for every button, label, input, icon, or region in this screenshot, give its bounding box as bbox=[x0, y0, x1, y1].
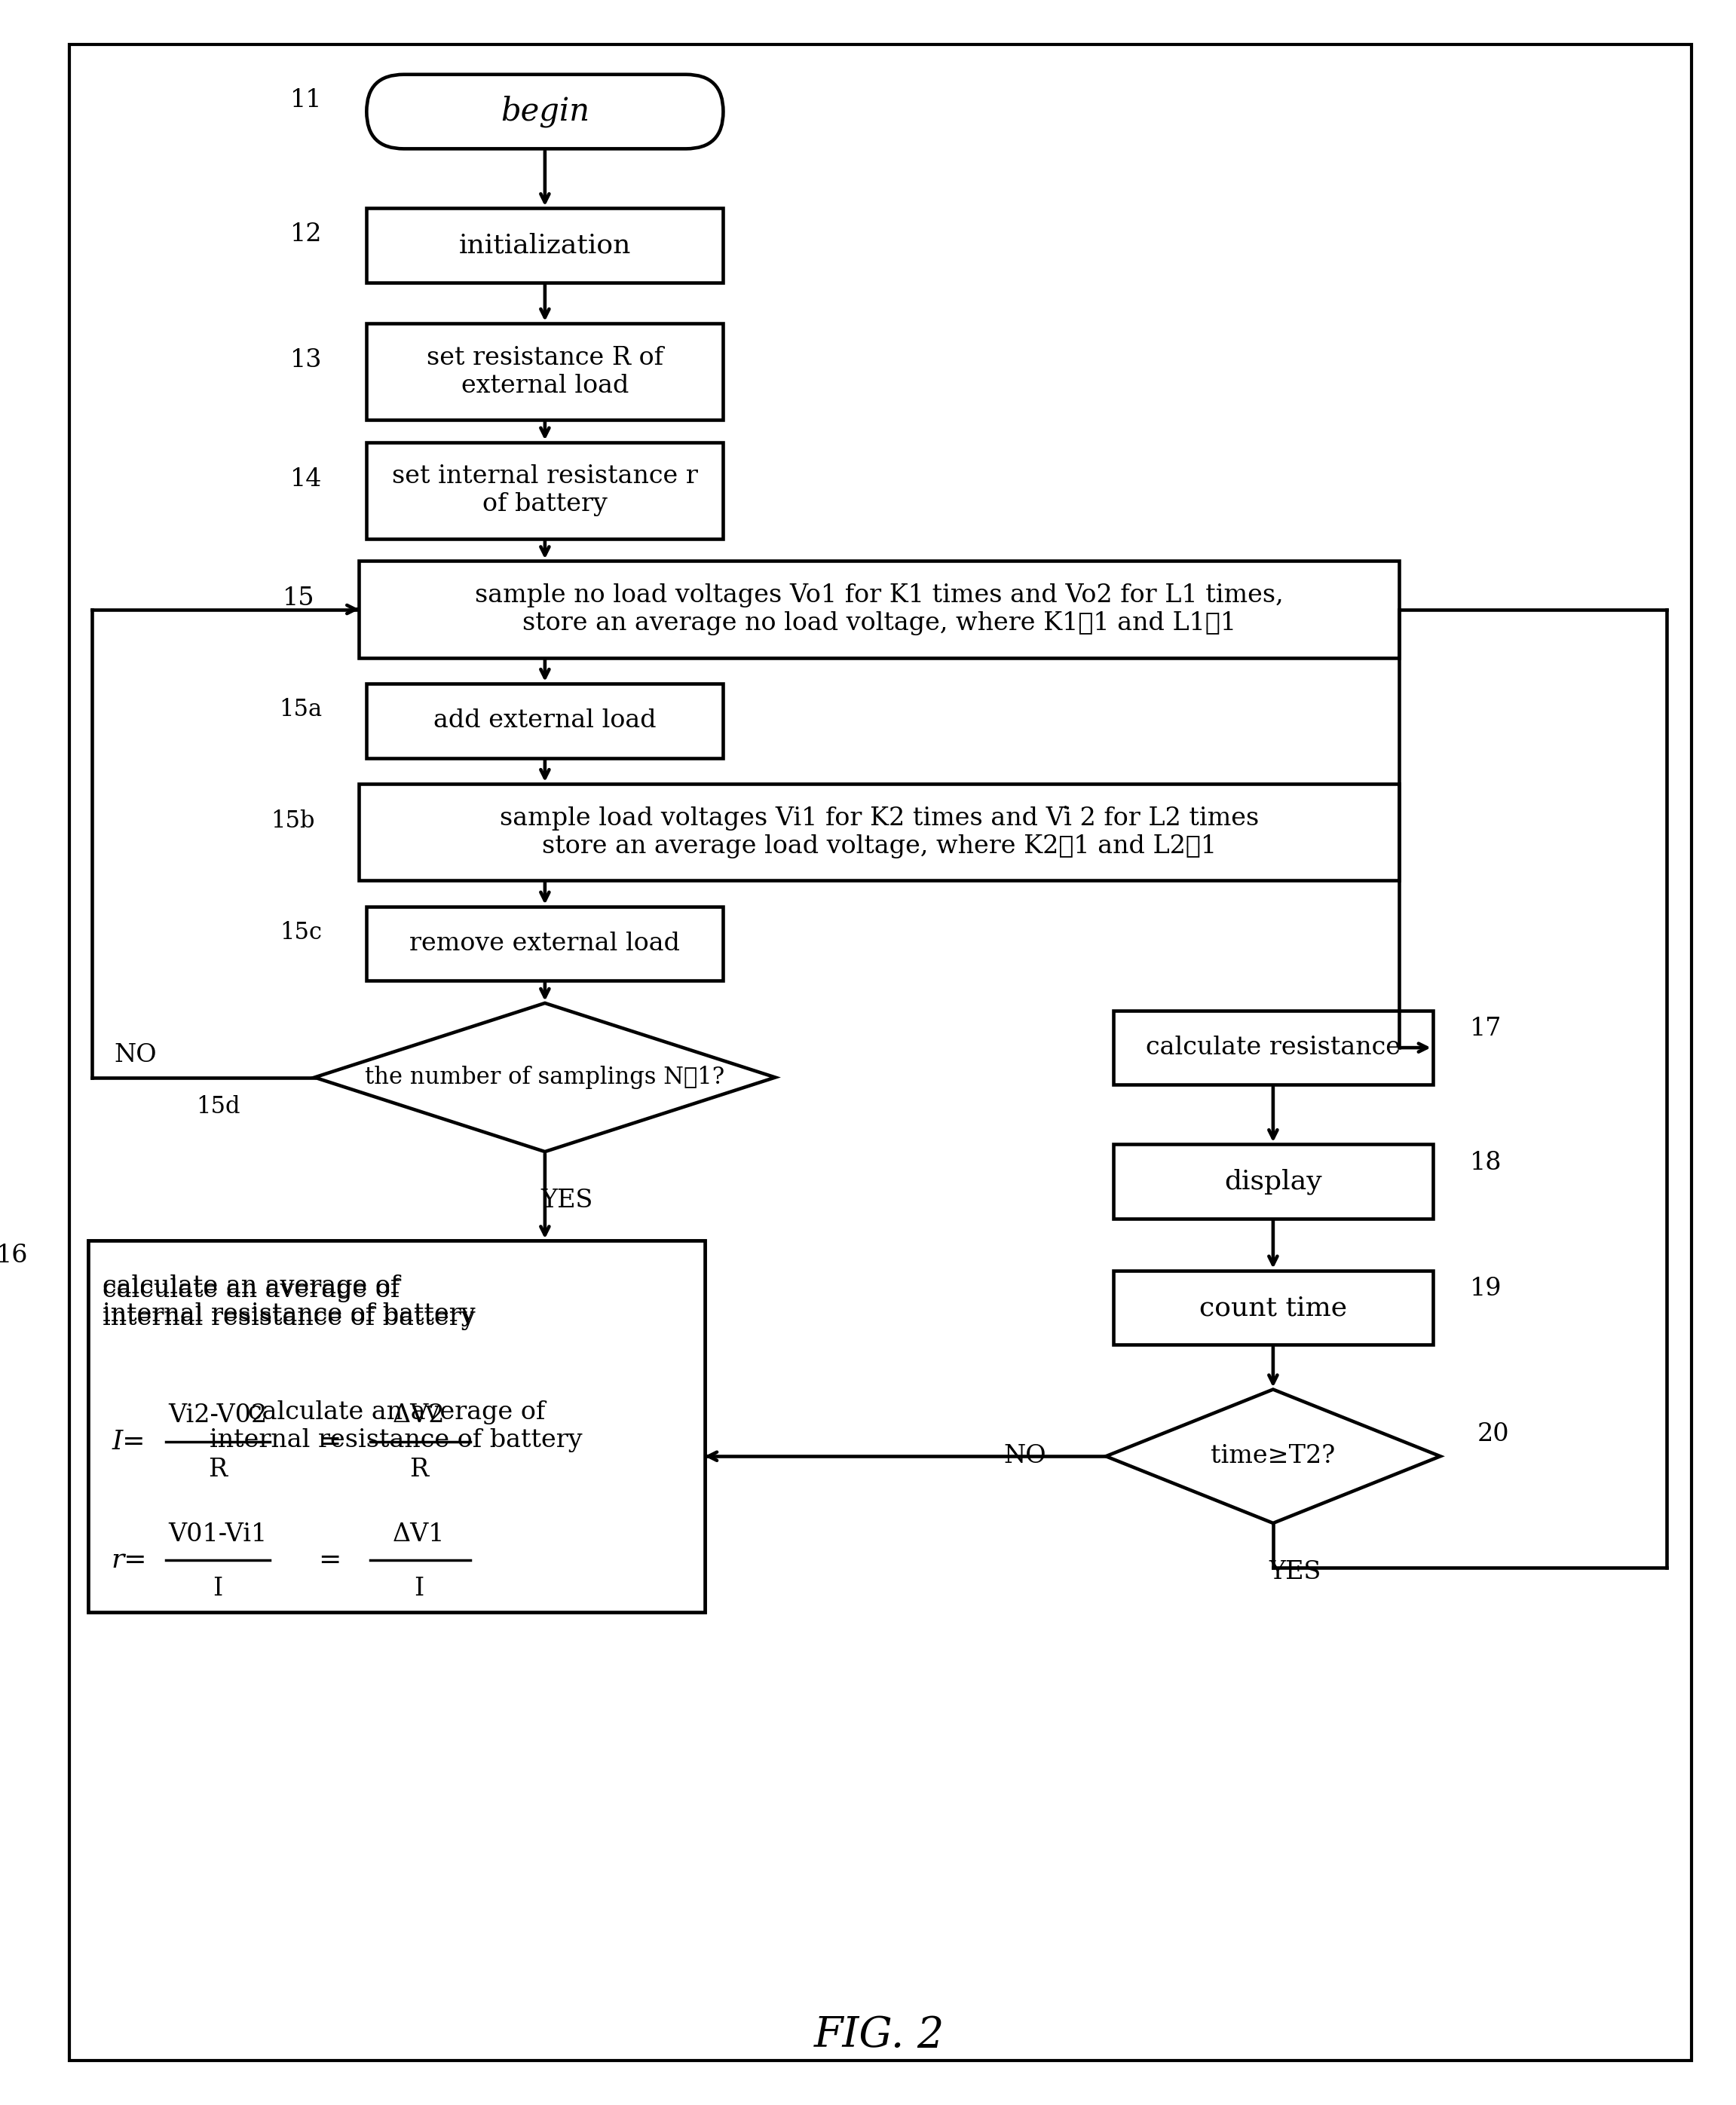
Text: R: R bbox=[208, 1457, 227, 1482]
Text: V01-Vi1: V01-Vi1 bbox=[168, 1522, 267, 1547]
Text: calculate an average of
internal resistance of battery: calculate an average of internal resista… bbox=[102, 1278, 476, 1330]
Text: sample load voltages Vi1 for K2 times and Vi̇ 2 for L2 times
store an average lo: sample load voltages Vi1 for K2 times an… bbox=[500, 806, 1259, 859]
Text: =: = bbox=[318, 1429, 340, 1455]
Text: the number of samplings N≧1?: the number of samplings N≧1? bbox=[365, 1065, 724, 1088]
Text: 14: 14 bbox=[290, 467, 321, 490]
Text: I: I bbox=[214, 1577, 222, 1600]
Text: 20: 20 bbox=[1477, 1421, 1510, 1446]
Text: 15d: 15d bbox=[196, 1095, 240, 1118]
Text: 16: 16 bbox=[0, 1244, 28, 1267]
Text: r=: r= bbox=[111, 1547, 148, 1572]
Text: YES: YES bbox=[1269, 1560, 1321, 1585]
Text: I=: I= bbox=[113, 1429, 146, 1455]
Bar bbox=[366, 684, 724, 758]
Bar bbox=[1113, 1271, 1432, 1345]
Text: calculate an average of
internal resistance of battery: calculate an average of internal resista… bbox=[210, 1400, 583, 1452]
Bar bbox=[366, 907, 724, 981]
Text: 19: 19 bbox=[1470, 1278, 1502, 1301]
Text: ΔV1: ΔV1 bbox=[392, 1522, 444, 1547]
Bar bbox=[89, 1240, 705, 1612]
Text: add external load: add external load bbox=[434, 709, 656, 733]
Bar bbox=[366, 442, 724, 539]
Polygon shape bbox=[1106, 1389, 1441, 1524]
Text: set resistance R of
external load: set resistance R of external load bbox=[427, 345, 663, 398]
Text: I: I bbox=[413, 1577, 424, 1600]
Text: YES: YES bbox=[542, 1189, 594, 1212]
Text: initialization: initialization bbox=[458, 232, 630, 259]
Text: Vi2-V02: Vi2-V02 bbox=[168, 1404, 267, 1427]
Text: FIG. 2: FIG. 2 bbox=[814, 2014, 944, 2057]
Polygon shape bbox=[314, 1004, 776, 1151]
Text: NO: NO bbox=[115, 1044, 156, 1067]
Text: sample no load voltages Vo1 for K1 times and Vo2 for L1 times,
store an average : sample no load voltages Vo1 for K1 times… bbox=[476, 583, 1283, 636]
Bar bbox=[366, 324, 724, 419]
Text: 15: 15 bbox=[283, 585, 314, 610]
Text: ΔV2: ΔV2 bbox=[392, 1404, 444, 1427]
Text: =: = bbox=[318, 1547, 340, 1572]
Bar bbox=[359, 783, 1399, 880]
Text: 11: 11 bbox=[290, 88, 321, 112]
Text: calculate an average of
internal resistance of battery: calculate an average of internal resista… bbox=[102, 1274, 476, 1326]
Text: set internal resistance r
of battery: set internal resistance r of battery bbox=[392, 465, 698, 516]
Text: count time: count time bbox=[1200, 1295, 1347, 1320]
Text: 12: 12 bbox=[290, 223, 321, 246]
Text: R: R bbox=[410, 1457, 429, 1482]
Text: display: display bbox=[1224, 1168, 1321, 1194]
Text: calculate resistance: calculate resistance bbox=[1146, 1036, 1401, 1059]
Text: 15b: 15b bbox=[271, 810, 314, 834]
Bar bbox=[89, 1240, 705, 1612]
Text: begin: begin bbox=[500, 95, 590, 128]
Text: 18: 18 bbox=[1470, 1151, 1502, 1175]
Text: 17: 17 bbox=[1470, 1017, 1502, 1042]
Bar bbox=[1113, 1010, 1432, 1084]
Text: remove external load: remove external load bbox=[410, 933, 681, 956]
Bar bbox=[359, 562, 1399, 657]
FancyBboxPatch shape bbox=[366, 74, 724, 149]
Bar bbox=[1113, 1145, 1432, 1219]
Text: NO: NO bbox=[1003, 1444, 1047, 1469]
Text: 13: 13 bbox=[290, 349, 321, 373]
Text: time≥T2?: time≥T2? bbox=[1210, 1444, 1335, 1469]
Text: 15a: 15a bbox=[279, 699, 321, 722]
Text: 15c: 15c bbox=[279, 920, 321, 945]
Bar bbox=[366, 208, 724, 282]
